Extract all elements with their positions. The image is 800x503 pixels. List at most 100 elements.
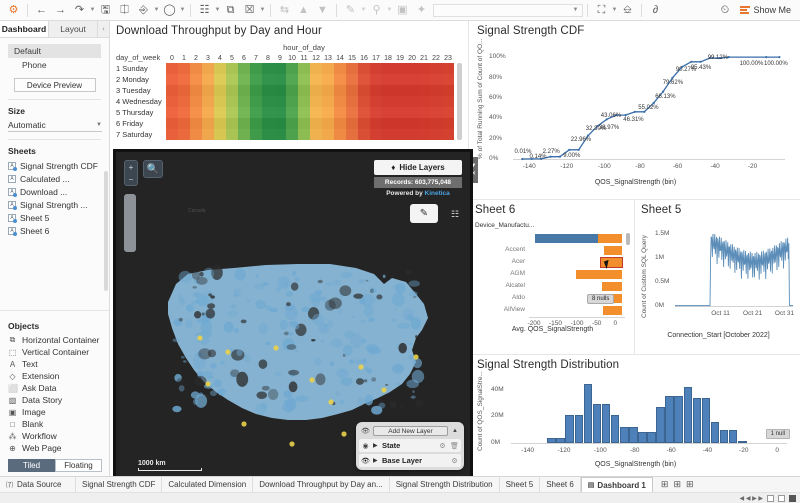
- filter-icon[interactable]: ⏲: [720, 3, 730, 16]
- table-row[interactable]: [166, 118, 454, 129]
- heatmap-cell[interactable]: [262, 63, 274, 74]
- search-icon[interactable]: 🔍: [143, 160, 163, 178]
- histogram-bar[interactable]: [565, 415, 575, 443]
- heatmap-cell[interactable]: [190, 74, 202, 85]
- heatmap-cell[interactable]: [418, 74, 430, 85]
- heatmap-cell[interactable]: [406, 107, 418, 118]
- heatmap-cell[interactable]: [334, 129, 346, 140]
- heatmap-cell[interactable]: [430, 63, 442, 74]
- object-extension[interactable]: ◇ Extension: [8, 370, 101, 382]
- heatmap-cell[interactable]: [358, 107, 370, 118]
- sheet-item-sheet-5[interactable]: A Sheet 5: [8, 211, 101, 224]
- heatmap-cell[interactable]: [202, 96, 214, 107]
- heatmap-cell[interactable]: [430, 85, 442, 96]
- heatmap-cell[interactable]: [250, 63, 262, 74]
- heatmap-cell[interactable]: [166, 129, 178, 140]
- eye-icon[interactable]: 👁: [361, 457, 370, 465]
- cdf-plot-area[interactable]: % of Total Running Sum of Count of QO...…: [469, 38, 794, 191]
- heatmap-cell[interactable]: [298, 96, 310, 107]
- heatmap-cell[interactable]: [190, 129, 202, 140]
- pause-dropdown-caret-icon[interactable]: ▼: [179, 7, 186, 13]
- sheet-tab[interactable]: Sheet 5: [499, 477, 541, 492]
- heatmap-cell[interactable]: [238, 63, 250, 74]
- object-blank[interactable]: □ Blank: [8, 418, 101, 430]
- heatmap-cell[interactable]: [358, 129, 370, 140]
- share-icon[interactable]: ∂: [652, 3, 659, 16]
- zoom-in-icon[interactable]: +: [128, 162, 134, 172]
- sheet-tab[interactable]: Signal Strength CDF: [76, 477, 163, 492]
- heatmap-cell[interactable]: [358, 118, 370, 129]
- histogram-bar[interactable]: [601, 403, 611, 443]
- heatmap-cell[interactable]: [382, 96, 394, 107]
- heatmap-cell[interactable]: [322, 85, 334, 96]
- heatmap-cell[interactable]: [286, 74, 298, 85]
- heatmap-cell[interactable]: [370, 129, 382, 140]
- device-preview-icon[interactable]: ⛶: [597, 3, 606, 16]
- heatmap-cell[interactable]: [262, 107, 274, 118]
- heatmap-cell[interactable]: [382, 85, 394, 96]
- heatmap-vertical-scrollbar[interactable]: [457, 63, 462, 140]
- heatmap-cell[interactable]: [430, 107, 442, 118]
- histogram-bar[interactable]: [683, 387, 693, 443]
- heatmap-cell[interactable]: [214, 74, 226, 85]
- new-worksheet-icon[interactable]: ☷: [199, 3, 210, 16]
- heatmap-cell[interactable]: [442, 74, 454, 85]
- heatmap-cell[interactable]: [178, 85, 190, 96]
- heatmap-cell[interactable]: [178, 107, 190, 118]
- heatmap-cell[interactable]: [382, 63, 394, 74]
- object-ask-data[interactable]: ⬜ Ask Data: [8, 382, 101, 394]
- back-arrow-icon[interactable]: ←: [36, 3, 47, 16]
- heatmap-cell[interactable]: [346, 129, 358, 140]
- heatmap-cell[interactable]: [298, 129, 310, 140]
- tab-layout[interactable]: Layout: [49, 21, 98, 37]
- sheet6-bar[interactable]: [602, 306, 622, 315]
- refresh-data-source-icon[interactable]: ⎆: [139, 3, 148, 16]
- heatmap-cell[interactable]: [238, 118, 250, 129]
- heatmap-cell[interactable]: [370, 96, 382, 107]
- clear-sheet-icon[interactable]: ☒: [244, 3, 255, 16]
- heatmap-cell[interactable]: [250, 129, 262, 140]
- heatmap-cell[interactable]: [322, 96, 334, 107]
- heatmap-cell[interactable]: [358, 85, 370, 96]
- presentation-mode-icon[interactable]: ⎒: [623, 3, 632, 16]
- floating-button[interactable]: Floating: [55, 459, 102, 472]
- histogram-bar[interactable]: [592, 403, 602, 443]
- heatmap-cell[interactable]: [382, 74, 394, 85]
- heatmap-cell[interactable]: [190, 96, 202, 107]
- heatmap-cell[interactable]: [382, 118, 394, 129]
- heatmap-cell[interactable]: [178, 96, 190, 107]
- sheet6-bar[interactable]: [599, 257, 623, 268]
- heatmap-cell[interactable]: [430, 129, 442, 140]
- heatmap-cell[interactable]: [394, 118, 406, 129]
- tiled-button[interactable]: Tiled: [8, 459, 55, 472]
- collapse-sidebar-icon[interactable]: ‹: [98, 21, 109, 37]
- heatmap-cell[interactable]: [346, 96, 358, 107]
- heatmap-cell[interactable]: [214, 96, 226, 107]
- tab-dashboard[interactable]: Dashboard: [0, 21, 49, 37]
- fit-select[interactable]: ▼: [433, 3, 583, 17]
- heatmap-cell[interactable]: [226, 85, 238, 96]
- forward-arrow-icon[interactable]: →: [55, 3, 66, 16]
- heatmap-cell[interactable]: [262, 85, 274, 96]
- pen-icon[interactable]: ✎: [410, 204, 438, 223]
- heatmap-cell[interactable]: [298, 63, 310, 74]
- device-preview-button[interactable]: Device Preview: [13, 78, 96, 92]
- heatmap-cell[interactable]: [274, 107, 286, 118]
- heatmap-cell[interactable]: [226, 96, 238, 107]
- heatmap-cell[interactable]: [166, 63, 178, 74]
- heatmap-cells[interactable]: [166, 63, 454, 140]
- heatmap-cell[interactable]: [322, 74, 334, 85]
- clear-sheet-caret-icon[interactable]: ▼: [259, 7, 266, 13]
- heatmap-cell[interactable]: [274, 63, 286, 74]
- heatmap-cell[interactable]: [310, 96, 322, 107]
- heatmap-cell[interactable]: [430, 74, 442, 85]
- object-data-story[interactable]: ▧ Data Story: [8, 394, 101, 406]
- sheet6-bar[interactable]: [535, 234, 598, 243]
- heatmap-cell[interactable]: [274, 118, 286, 129]
- undo-icon[interactable]: ↷: [74, 3, 85, 16]
- heatmap-cell[interactable]: [370, 85, 382, 96]
- table-row[interactable]: [166, 74, 454, 85]
- format-caret-icon[interactable]: ▼: [386, 7, 393, 13]
- map-zoom-slider[interactable]: [124, 194, 136, 252]
- map-usa-shape[interactable]: Canada: [116, 152, 470, 484]
